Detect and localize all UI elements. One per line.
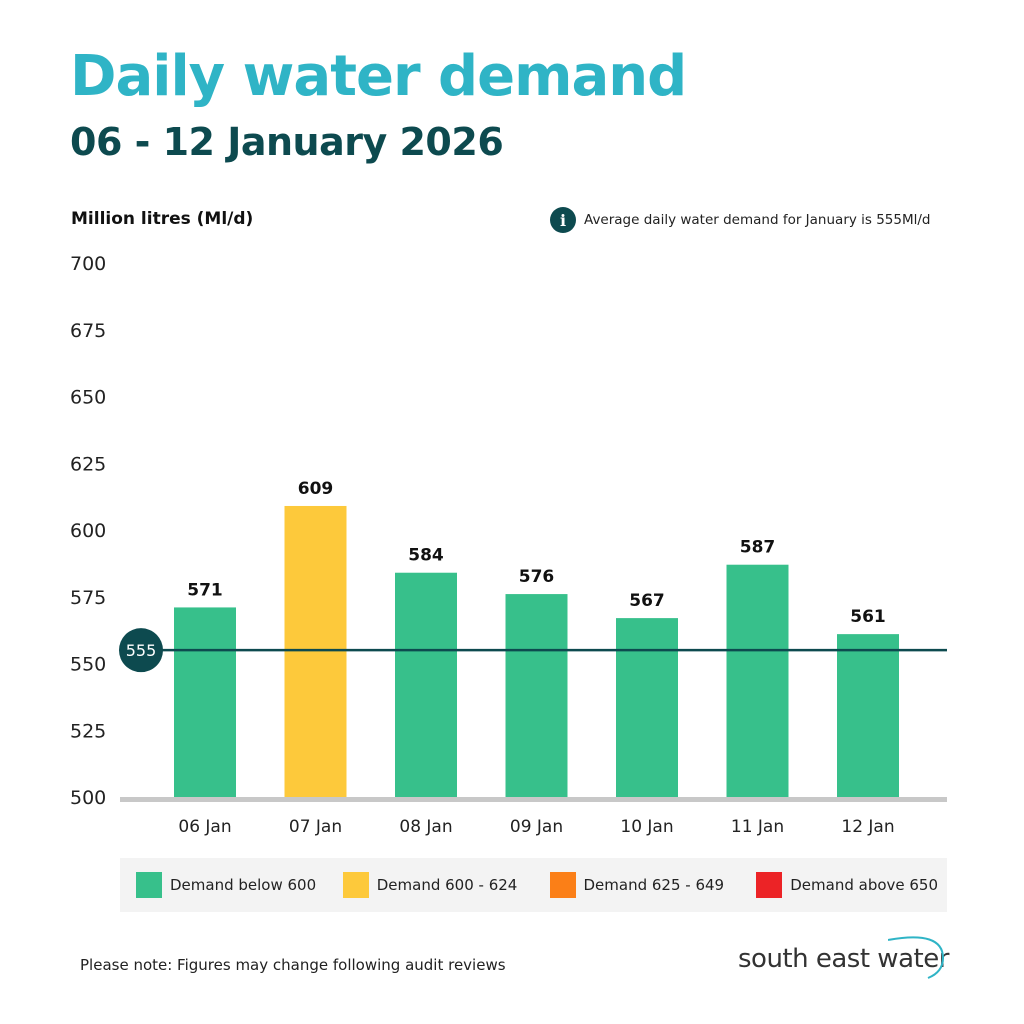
average-note-text: Average daily water demand for January i…: [584, 212, 931, 228]
y-tick-label: 700: [70, 253, 106, 275]
bar: [616, 618, 678, 797]
legend-label: Demand above 650: [790, 876, 939, 894]
logo: south east water: [738, 936, 949, 979]
bar: [837, 634, 899, 797]
data-label: 571: [187, 580, 223, 600]
legend-label: Demand 625 - 649: [583, 876, 725, 894]
x-tick-label: 11 Jan: [731, 817, 784, 837]
bar: [284, 505, 347, 797]
reference-label: 555: [126, 641, 157, 660]
y-tick-label: 550: [70, 654, 106, 676]
data-label: 561: [850, 607, 886, 627]
y-tick-label: 575: [70, 587, 106, 609]
bar: [174, 607, 236, 797]
y-tick-label: 650: [70, 387, 106, 409]
x-axis-line: [120, 797, 947, 802]
reference-badge: [119, 628, 163, 673]
legend-swatch: [756, 872, 783, 898]
legend-label: Demand 600 - 624: [376, 876, 518, 894]
y-tick-label: 675: [70, 320, 106, 342]
x-tick-label: 09 Jan: [510, 817, 563, 837]
y-tick-label: 625: [70, 453, 106, 475]
logo-text: south east water: [738, 944, 949, 974]
footer-note: Please note: Figures may change followin…: [80, 956, 506, 974]
legend-item: Demand 600 - 624: [342, 872, 534, 898]
y-axis-label: Million litres (Ml/d): [71, 209, 254, 229]
x-tick-label: 08 Jan: [399, 817, 452, 837]
x-tick-label: 06 Jan: [178, 817, 231, 837]
legend-swatch: [342, 872, 369, 898]
page-subtitle: 06 - 12 January 2026: [70, 120, 504, 164]
data-label: 576: [519, 567, 555, 587]
y-tick-label: 600: [70, 520, 106, 542]
x-tick-label: 12 Jan: [841, 817, 894, 837]
data-label: 587: [740, 538, 776, 558]
y-tick-label: 525: [70, 720, 106, 742]
bar: [505, 594, 568, 797]
bar: [726, 564, 789, 797]
legend-item: Demand above 650: [756, 872, 947, 898]
data-label: 609: [298, 479, 334, 499]
data-label: 567: [629, 591, 665, 611]
legend-swatch: [549, 872, 576, 898]
average-note: i Average daily water demand for January…: [550, 207, 931, 233]
x-tick-label: 07 Jan: [289, 817, 342, 837]
legend-item: Demand 625 - 649: [549, 872, 741, 898]
y-tick-label: 500: [70, 787, 106, 809]
bar: [395, 572, 457, 797]
legend-label: Demand below 600: [170, 876, 317, 894]
legend-item: Demand below 600: [136, 872, 327, 898]
logo-swoosh-icon: [888, 936, 945, 979]
legend: Demand below 600 Demand 600 - 624 Demand…: [120, 858, 947, 912]
page-title: Daily water demand: [70, 44, 687, 109]
data-label: 584: [408, 546, 444, 566]
info-icon: i: [550, 207, 576, 233]
legend-swatch: [136, 872, 162, 898]
x-tick-label: 10 Jan: [620, 817, 673, 837]
